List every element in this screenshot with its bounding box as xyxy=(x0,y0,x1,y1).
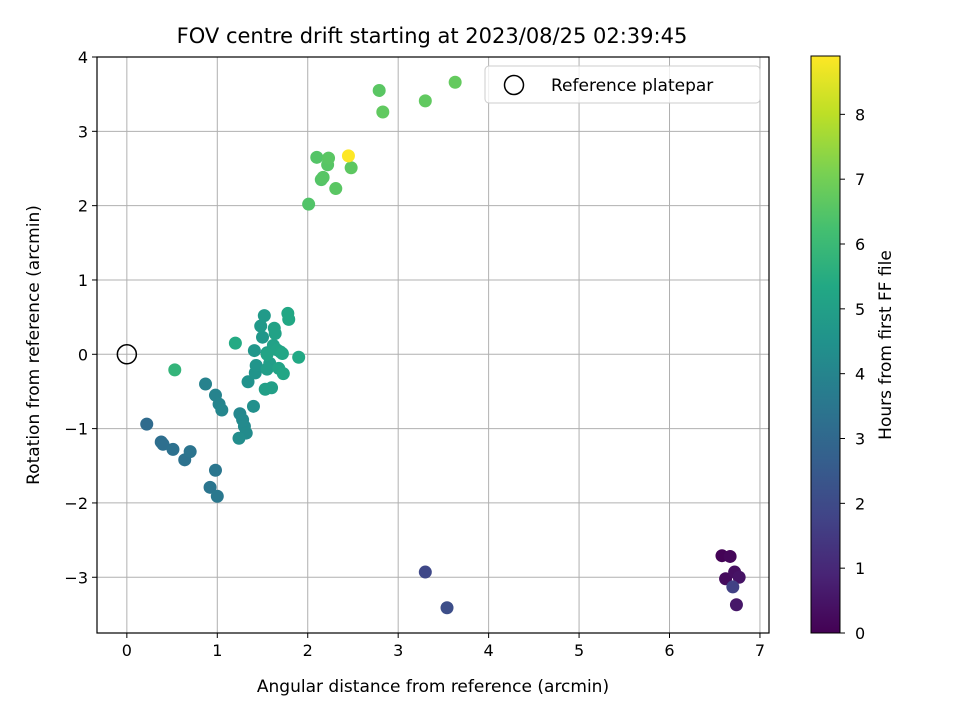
data-point xyxy=(232,431,246,445)
x-tick-label: 0 xyxy=(122,641,132,660)
legend-entry-reference-platepar: Reference platepar xyxy=(551,76,713,96)
data-point xyxy=(199,377,213,391)
data-point xyxy=(372,83,386,97)
x-tick-label: 5 xyxy=(574,641,584,660)
data-point xyxy=(376,105,390,119)
colorbar-tick-label: 6 xyxy=(855,235,865,254)
data-point xyxy=(257,309,271,323)
legend-reference-marker xyxy=(503,74,525,96)
data-point xyxy=(418,94,432,108)
data-point xyxy=(203,480,217,494)
data-point xyxy=(249,358,263,372)
data-point xyxy=(726,580,740,594)
data-point xyxy=(258,382,272,396)
x-axis-ticks: 0 1 2 3 4 5 6 7 xyxy=(122,633,765,660)
y-tick-label: −3 xyxy=(64,568,88,587)
data-point xyxy=(247,344,261,358)
chart-title: FOV centre drift starting at 2023/08/25 … xyxy=(177,24,688,48)
data-point xyxy=(310,150,324,164)
legend: Reference platepar xyxy=(484,65,761,104)
data-point xyxy=(183,445,197,459)
data-point xyxy=(302,197,316,211)
data-point xyxy=(140,417,154,431)
data-point xyxy=(228,336,242,350)
data-point xyxy=(282,312,296,326)
data-point xyxy=(723,549,737,563)
data-point xyxy=(210,489,224,503)
plot-frame xyxy=(96,56,770,634)
y-tick-label: 1 xyxy=(78,271,88,290)
colorbar-tick-label: 5 xyxy=(855,300,865,319)
data-point xyxy=(329,182,343,196)
data-points xyxy=(140,75,746,615)
colorbar-ticks: 0 1 2 3 4 5 6 7 8 xyxy=(840,105,865,643)
colorbar-tick-label: 0 xyxy=(855,624,865,643)
data-point xyxy=(168,363,182,377)
colorbar-title: Hours from first FF file xyxy=(876,250,896,440)
data-point xyxy=(341,149,355,163)
data-point xyxy=(322,151,336,165)
data-point xyxy=(276,367,290,381)
data-point xyxy=(241,375,255,389)
data-point xyxy=(208,463,222,477)
data-point xyxy=(448,75,462,89)
data-point xyxy=(215,403,229,417)
data-point xyxy=(316,170,330,184)
y-tick-label: 3 xyxy=(78,122,88,141)
y-axis-ticks: −3 −2 −1 0 1 2 3 4 xyxy=(64,48,97,587)
data-point xyxy=(275,347,289,361)
y-tick-label: −1 xyxy=(64,420,88,439)
colorbar-tick-label: 7 xyxy=(855,170,865,189)
data-point xyxy=(732,570,746,584)
data-point xyxy=(246,399,260,413)
y-tick-label: −2 xyxy=(64,494,88,513)
grid xyxy=(97,56,769,633)
y-axis-title: Rotation from reference (arcmin) xyxy=(24,205,44,485)
y-tick-label: 0 xyxy=(78,345,88,364)
colorbar-tick-label: 2 xyxy=(855,494,865,513)
x-tick-label: 2 xyxy=(303,641,313,660)
data-point xyxy=(344,161,358,175)
x-tick-label: 6 xyxy=(664,641,674,660)
colorbar-tick-label: 4 xyxy=(855,365,865,384)
data-point xyxy=(260,362,274,376)
data-point xyxy=(254,319,268,333)
y-tick-label: 2 xyxy=(78,197,88,216)
y-tick-label: 4 xyxy=(78,48,88,67)
x-tick-label: 1 xyxy=(212,641,222,660)
data-point xyxy=(267,321,281,335)
colorbar-gradient xyxy=(810,55,841,634)
colorbar-tick-label: 8 xyxy=(855,105,865,124)
x-tick-label: 7 xyxy=(755,641,765,660)
legend-box xyxy=(484,65,761,104)
data-point xyxy=(156,437,170,451)
x-axis-title: Angular distance from reference (arcmin) xyxy=(257,677,609,697)
colorbar: 0 1 2 3 4 5 6 7 8 Hours from first FF file xyxy=(810,55,896,643)
data-point xyxy=(292,350,306,364)
data-point xyxy=(418,565,432,579)
colorbar-tick-label: 1 xyxy=(855,559,865,578)
data-point xyxy=(166,442,180,456)
x-tick-label: 3 xyxy=(393,641,403,660)
data-point xyxy=(260,347,274,361)
x-tick-label: 4 xyxy=(484,641,494,660)
colorbar-tick-label: 3 xyxy=(855,430,865,449)
data-point xyxy=(729,598,743,612)
data-point xyxy=(440,601,454,615)
data-point xyxy=(256,330,270,344)
reference-marker xyxy=(116,344,138,365)
